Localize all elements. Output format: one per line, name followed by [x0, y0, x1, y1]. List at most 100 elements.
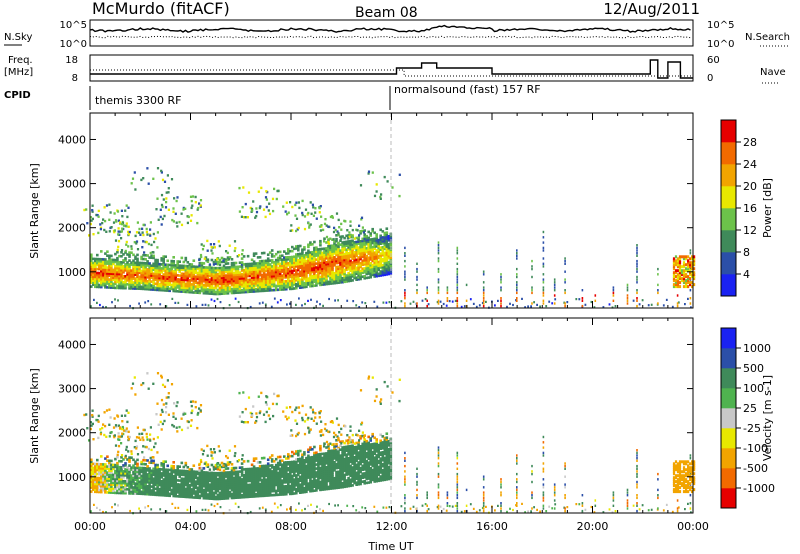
- power-cell: [238, 283, 242, 286]
- power-cell: [593, 306, 596, 309]
- velocity-cell: [220, 481, 224, 485]
- power-cell: [318, 211, 321, 214]
- power-cell: [182, 206, 185, 210]
- power-cell: [172, 275, 175, 279]
- power-cell: [315, 262, 318, 265]
- power-cell: [353, 266, 356, 270]
- power-cell: [174, 266, 177, 269]
- power-cell: [353, 276, 356, 280]
- power-cell: [210, 286, 214, 290]
- power-cell: [424, 298, 427, 301]
- velocity-cell: [144, 484, 147, 488]
- power-cell: [218, 244, 221, 248]
- power-cell: [238, 273, 242, 276]
- power-cell: [682, 277, 686, 281]
- power-cell: [311, 203, 314, 206]
- velocity-cell: [222, 487, 226, 490]
- power-cell: [400, 300, 403, 303]
- power-cell: [150, 280, 153, 283]
- power-cell: [225, 259, 228, 263]
- power-cell: [116, 264, 119, 268]
- power-cell: [456, 281, 459, 284]
- velocity-cell: [276, 465, 280, 469]
- power-cell: [211, 252, 214, 255]
- power-cell: [166, 269, 169, 273]
- power-cell: [198, 289, 202, 293]
- power-cell: [305, 255, 308, 259]
- power-cell: [375, 245, 378, 248]
- velocity-cell: [186, 489, 190, 493]
- velocity-cell: [236, 494, 240, 497]
- power-cell: [377, 238, 380, 242]
- power-cell: [359, 184, 363, 187]
- power-cell: [339, 275, 342, 278]
- velocity-cell: [148, 491, 151, 494]
- power-cell: [283, 272, 286, 275]
- power-cell: [106, 280, 109, 283]
- power-cell: [188, 290, 192, 294]
- power-cell: [126, 273, 129, 276]
- power-cell: [685, 257, 688, 261]
- velocity-cell: [186, 475, 190, 479]
- power-cell: [365, 272, 368, 276]
- power-cell: [184, 268, 188, 272]
- velocity-cell: [256, 473, 260, 476]
- power-x-ticks: [89, 113, 694, 308]
- power-cell: [199, 253, 203, 257]
- velocity-cell: [291, 468, 294, 472]
- velocity-cell: [172, 461, 175, 464]
- power-cell: [689, 281, 692, 285]
- velocity-cell: [144, 474, 147, 478]
- power-cell: [204, 276, 208, 279]
- velocity-cell: [92, 484, 95, 487]
- power-cell: [295, 277, 298, 280]
- power-cell: [118, 272, 121, 276]
- velocity-cell: [140, 492, 143, 496]
- power-cell: [446, 297, 449, 300]
- power-cell: [100, 269, 103, 273]
- power-cell: [154, 270, 157, 274]
- velocity-cell: [130, 478, 133, 481]
- power-cell: [321, 277, 324, 280]
- velocity-cell: [182, 481, 186, 485]
- velocity-cell: [174, 485, 177, 488]
- power-cell: [363, 253, 366, 256]
- power-cell: [516, 257, 518, 260]
- power-cell: [262, 261, 266, 265]
- velocity-cell: [293, 464, 296, 467]
- velocity-cell: [258, 466, 262, 470]
- power-cell: [672, 273, 676, 277]
- power-cell: [319, 281, 322, 285]
- power-cell: [268, 279, 272, 282]
- power-cell: [304, 302, 306, 306]
- power-cell: [343, 240, 346, 244]
- velocity-cell: [142, 472, 145, 476]
- velocity-cell: [297, 469, 300, 473]
- power-cell: [339, 271, 342, 274]
- power-cell: [674, 263, 678, 267]
- velocity-cell: [158, 473, 161, 477]
- power-cell: [258, 302, 261, 305]
- power-cell: [387, 250, 391, 254]
- power-cell: [353, 247, 356, 250]
- power-cell: [685, 273, 688, 277]
- velocity-cell: [204, 477, 208, 480]
- power-cell: [248, 290, 252, 293]
- velocity-cell: [130, 486, 133, 489]
- velocity-cell: [242, 485, 246, 489]
- power-cell: [349, 247, 352, 251]
- power-cell: [685, 279, 688, 283]
- power-cell: [196, 291, 200, 294]
- power-cell: [218, 270, 222, 274]
- velocity-cell: [196, 496, 200, 499]
- power-cell: [369, 238, 372, 241]
- velocity-cell: [270, 478, 274, 481]
- power-cell: [120, 266, 123, 270]
- power-cell: [122, 267, 125, 270]
- nave-label: Nave: [760, 67, 786, 78]
- velocity-cell: [154, 479, 157, 483]
- velocity-cell: [134, 462, 137, 466]
- power-cell: [289, 287, 292, 291]
- velocity-cell: [172, 488, 175, 492]
- power-cell: [222, 290, 226, 293]
